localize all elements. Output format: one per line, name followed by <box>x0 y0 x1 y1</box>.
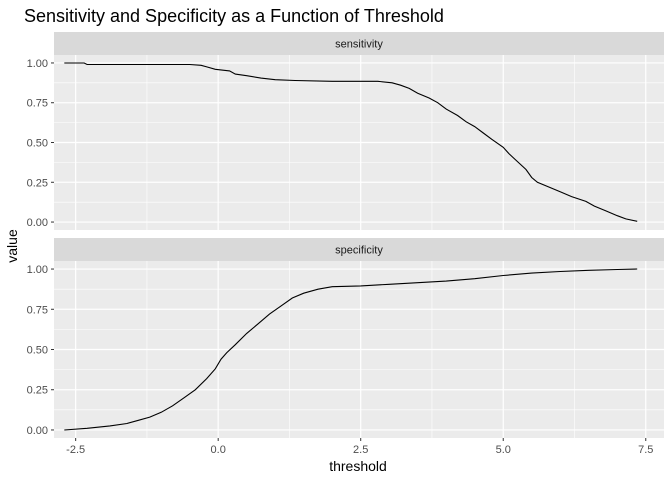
y-axis-title: value <box>4 229 20 263</box>
x-tick-label: 2.5 <box>353 444 368 456</box>
x-tick-label: 0.0 <box>211 444 226 456</box>
series-line-sensitivity <box>64 62 638 222</box>
facet-strip-label: sensitivity <box>335 39 383 51</box>
y-tick-label: 0.50 <box>27 345 48 357</box>
x-tick-label: 5.0 <box>496 444 511 456</box>
facet-strip <box>54 238 664 261</box>
y-tick-label: 0.75 <box>27 304 48 316</box>
x-tick-label: -2.5 <box>66 444 85 456</box>
y-tick-label: 0.25 <box>27 385 48 397</box>
y-tick-label: 0.50 <box>27 138 48 150</box>
facet-panels: sensitivity0.000.250.500.751.00specifici… <box>27 32 664 438</box>
facet-specificity: specificity 0.00 0.25 0.50 0.75 1.00 <box>27 238 664 438</box>
x-axis-title: threshold <box>329 458 387 474</box>
series-line-specificity <box>64 268 638 431</box>
facet-strip-label: specificity <box>335 245 383 257</box>
facet-sensitivity: sensitivity 0.00 0.25 0.50 0.75 1.00 <box>27 32 664 230</box>
x-tick-label: 7.5 <box>638 444 653 456</box>
x-axis: -2.5 0.0 2.5 5.0 7.5 <box>66 438 653 456</box>
y-tick-label: 1.00 <box>27 264 48 276</box>
y-tick-label: 0.00 <box>27 217 48 229</box>
y-tick-label: 1.00 <box>27 58 48 70</box>
y-tick-label: 0.25 <box>27 177 48 189</box>
y-tick-label: 0.75 <box>27 98 48 110</box>
chart-title: Sensitivity and Specificity as a Functio… <box>24 6 444 26</box>
facet-strip <box>54 32 664 55</box>
y-tick-label: 0.00 <box>27 425 48 437</box>
